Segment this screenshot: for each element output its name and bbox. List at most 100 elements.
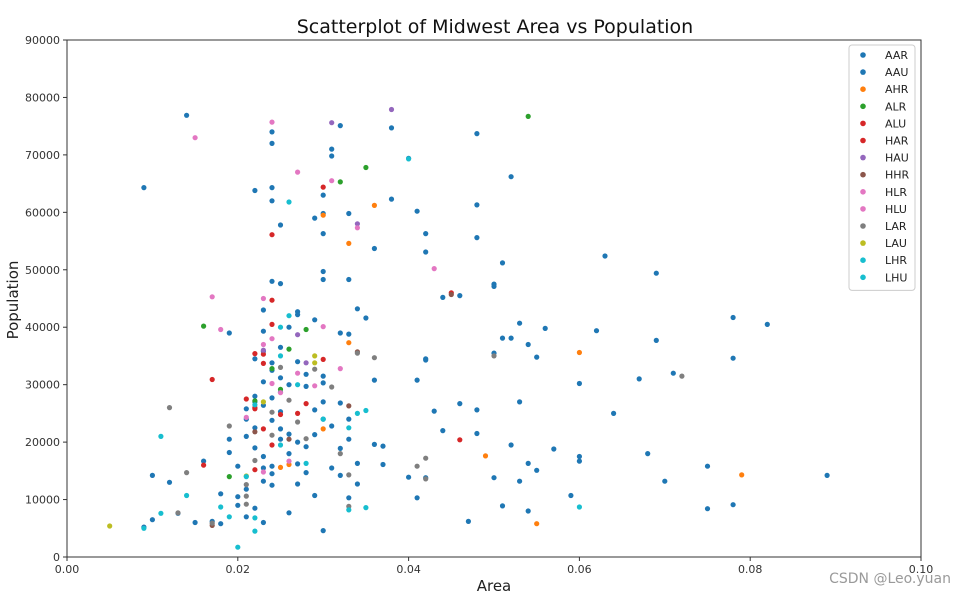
data-point (277, 411, 284, 418)
series-LHR (141, 156, 583, 550)
data-point (363, 315, 369, 321)
data-point (380, 461, 386, 468)
data-point (423, 249, 429, 255)
data-point (824, 472, 830, 478)
data-point (474, 430, 480, 437)
data-point (653, 270, 659, 276)
y-tick-label: 90000 (25, 34, 60, 47)
data-point (508, 442, 514, 448)
data-point (295, 419, 301, 425)
legend: AAR AAU AHR ALR ALU HAR HAU HHR HLR HLU LAR LAU LHR L… (848, 44, 916, 291)
legend-label: HHR (885, 169, 910, 182)
data-point (320, 528, 326, 534)
y-axis: 0 10000 20000 30000 40000 50000 60000 70000 8000… (25, 34, 67, 564)
data-point (423, 476, 429, 482)
data-point (337, 445, 343, 451)
data-point (354, 460, 360, 466)
data-point (414, 463, 420, 469)
data-point (474, 131, 480, 137)
data-point (252, 406, 258, 412)
data-point (576, 349, 583, 356)
data-point (226, 514, 232, 520)
data-point (346, 340, 352, 346)
data-point (312, 360, 318, 366)
data-point (508, 335, 514, 341)
data-point (252, 356, 258, 362)
legend-marker (860, 206, 866, 212)
data-point (670, 370, 676, 376)
data-point (269, 409, 275, 415)
data-point (371, 355, 377, 361)
data-point (534, 354, 540, 360)
data-point (457, 293, 463, 299)
data-point (235, 494, 241, 500)
data-point (534, 521, 540, 527)
data-point (636, 376, 642, 382)
data-point (363, 164, 369, 171)
legend-label: AHR (885, 83, 909, 96)
data-point (286, 451, 292, 457)
data-point (346, 276, 352, 283)
data-point (192, 135, 198, 141)
data-point (269, 380, 275, 387)
legend-marker (860, 223, 866, 229)
data-point (295, 359, 301, 365)
data-point (423, 231, 429, 237)
data-point (243, 501, 249, 507)
data-point (354, 221, 360, 227)
data-point (243, 414, 249, 420)
data-point (576, 458, 583, 464)
data-point (269, 232, 275, 238)
data-point (269, 417, 275, 423)
data-point (337, 400, 343, 406)
data-point (371, 202, 377, 208)
data-point (252, 457, 258, 464)
y-tick-label: 20000 (25, 436, 60, 449)
data-point (260, 347, 266, 353)
legend-item: LAR (860, 220, 907, 233)
data-point (277, 324, 284, 330)
data-point (645, 451, 651, 457)
data-point (235, 502, 241, 508)
legend-label: LHU (885, 271, 907, 284)
data-point (269, 366, 275, 372)
series-LHU (226, 353, 352, 520)
data-point (329, 465, 335, 471)
data-point (380, 443, 386, 449)
data-point (406, 474, 412, 480)
data-point (329, 120, 335, 126)
data-point (260, 465, 266, 471)
y-tick-label: 70000 (25, 149, 60, 162)
data-point (252, 528, 258, 534)
data-point (371, 245, 377, 252)
legend-item: LAU (860, 237, 907, 250)
data-point (576, 504, 583, 510)
data-point (346, 495, 352, 501)
data-point (209, 294, 215, 300)
data-point (329, 423, 335, 429)
data-point (295, 370, 301, 376)
y-tick-label: 0 (53, 551, 60, 564)
data-point (388, 125, 395, 131)
data-point (243, 433, 249, 439)
y-tick-label: 30000 (25, 379, 60, 392)
data-point (269, 129, 275, 135)
data-point (286, 431, 292, 437)
data-point (491, 283, 497, 289)
legend-marker (860, 171, 866, 178)
legend-marker (860, 274, 866, 281)
data-point (269, 198, 275, 204)
legend-item: HLU (860, 203, 907, 216)
data-point (499, 335, 506, 341)
y-axis-title: Population (4, 261, 22, 340)
legend-marker (860, 103, 866, 110)
legend-marker (860, 154, 866, 161)
data-point (295, 461, 301, 467)
data-point (252, 467, 258, 473)
data-point (346, 416, 352, 422)
legend-label: LAU (885, 237, 907, 250)
data-point (312, 215, 318, 221)
data-point (201, 323, 207, 329)
data-point (329, 146, 335, 152)
